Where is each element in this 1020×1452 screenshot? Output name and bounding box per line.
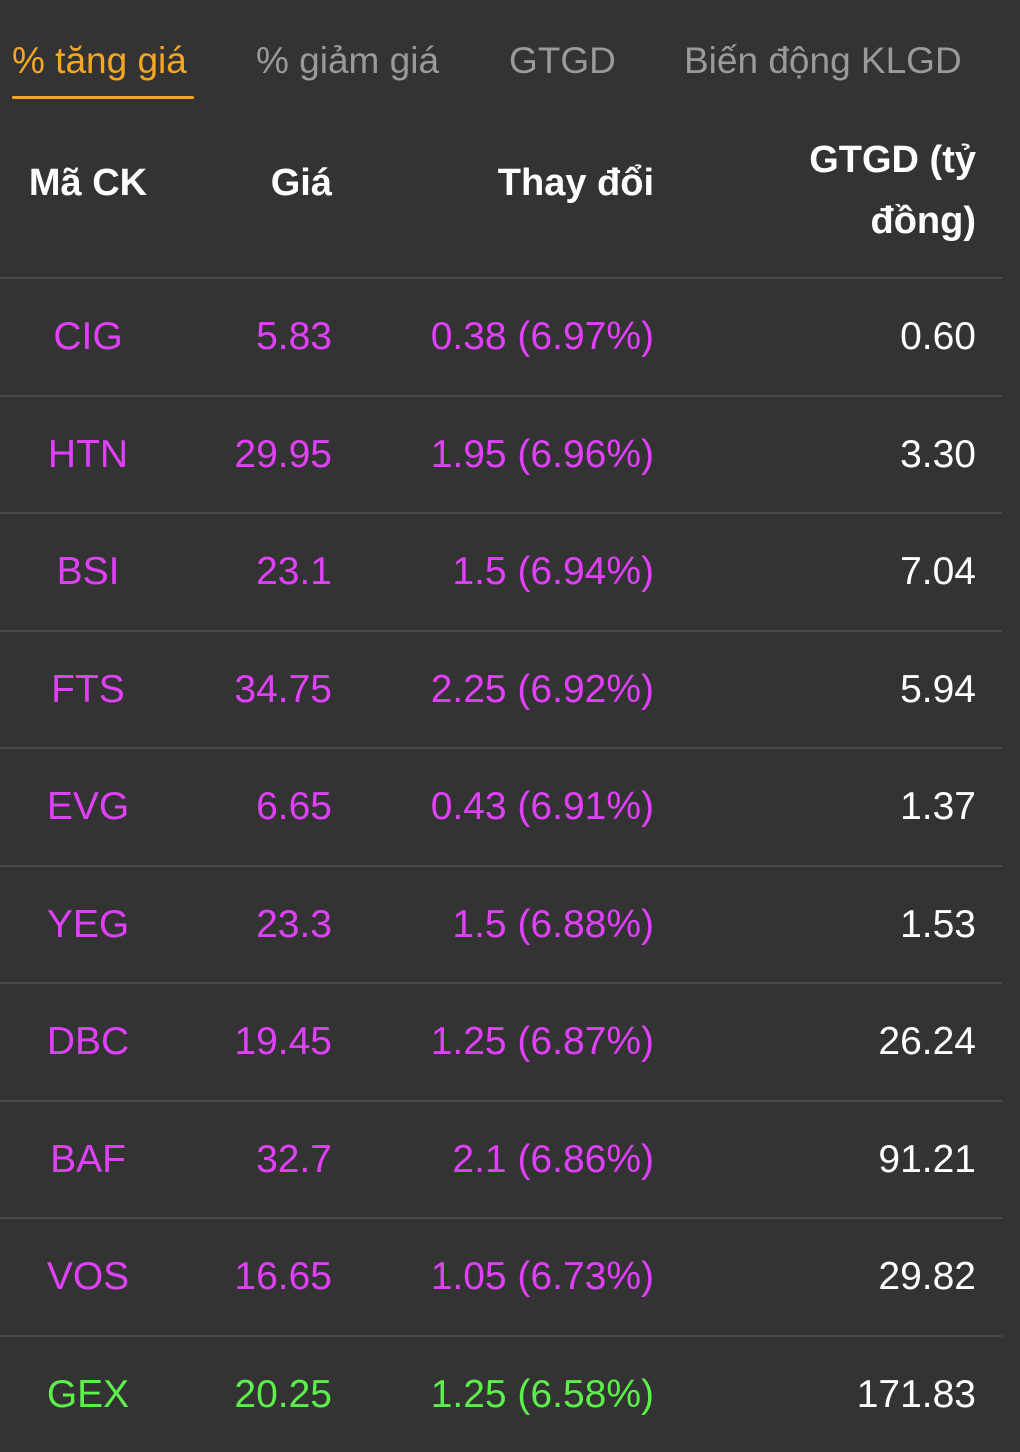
table-row[interactable]: BSI 23.1 1.5 (6.94%) 7.04 bbox=[0, 514, 1002, 632]
stock-table-body: CIG 5.83 0.38 (6.97%) 0.60 HTN 29.95 1.95 (6.9… bbox=[0, 279, 1002, 1452]
stock-code[interactable]: BSI bbox=[0, 514, 176, 630]
tab-volume-change[interactable]: Biến động KLGD bbox=[684, 40, 962, 82]
stock-change: 1.05 (6.73%) bbox=[431, 1219, 654, 1335]
stock-trading-value: 1.53 bbox=[900, 867, 976, 983]
stock-code[interactable]: DBC bbox=[0, 984, 176, 1100]
stock-price: 23.3 bbox=[256, 867, 332, 983]
stock-price: 34.75 bbox=[234, 632, 332, 748]
table-row[interactable]: YEG 23.3 1.5 (6.88%) 1.53 bbox=[0, 867, 1002, 985]
stock-trading-value: 26.24 bbox=[878, 984, 976, 1100]
stock-trading-value: 7.04 bbox=[900, 514, 976, 630]
stock-price: 16.65 bbox=[234, 1219, 332, 1335]
header-code[interactable]: Mã CK bbox=[0, 162, 176, 205]
tab-percent-decrease[interactable]: % giảm giá bbox=[256, 40, 439, 82]
stock-price: 5.83 bbox=[256, 279, 332, 395]
stock-price: 23.1 bbox=[256, 514, 332, 630]
stock-trading-value: 91.21 bbox=[878, 1102, 976, 1218]
stock-code[interactable]: FTS bbox=[0, 632, 176, 748]
stock-change: 1.5 (6.94%) bbox=[452, 514, 654, 630]
stock-code[interactable]: HTN bbox=[0, 397, 176, 513]
stock-code[interactable]: BAF bbox=[0, 1102, 176, 1218]
stock-code[interactable]: GEX bbox=[0, 1337, 176, 1452]
table-row[interactable]: HTN 29.95 1.95 (6.96%) 3.30 bbox=[0, 397, 1002, 515]
stock-trading-value: 1.37 bbox=[900, 749, 976, 865]
stock-trading-value: 171.83 bbox=[857, 1337, 976, 1452]
stock-trading-value: 3.30 bbox=[900, 397, 976, 513]
stock-change: 0.38 (6.97%) bbox=[431, 279, 654, 395]
stock-change: 2.25 (6.92%) bbox=[431, 632, 654, 748]
active-tab-indicator bbox=[12, 96, 194, 99]
stock-trading-value: 0.60 bbox=[900, 279, 976, 395]
header-trading-value[interactable]: GTGD (tỷ đồng) bbox=[716, 130, 976, 252]
stock-price: 19.45 bbox=[234, 984, 332, 1100]
stock-price: 20.25 bbox=[234, 1337, 332, 1452]
table-row[interactable]: EVG 6.65 0.43 (6.91%) 1.37 bbox=[0, 749, 1002, 867]
tab-bar: % tăng giá % giảm giá GTGD Biến động KLG… bbox=[0, 0, 1020, 110]
table-row[interactable]: GEX 20.25 1.25 (6.58%) 171.83 bbox=[0, 1337, 1002, 1452]
stock-price: 6.65 bbox=[256, 749, 332, 865]
stock-change: 1.5 (6.88%) bbox=[452, 867, 654, 983]
tab-trading-value[interactable]: GTGD bbox=[509, 40, 616, 82]
stock-change: 2.1 (6.86%) bbox=[452, 1102, 654, 1218]
stock-trading-value: 5.94 bbox=[900, 632, 976, 748]
table-row[interactable]: DBC 19.45 1.25 (6.87%) 26.24 bbox=[0, 984, 1002, 1102]
table-row[interactable]: BAF 32.7 2.1 (6.86%) 91.21 bbox=[0, 1102, 1002, 1220]
stock-price: 32.7 bbox=[256, 1102, 332, 1218]
header-price[interactable]: Giá bbox=[271, 162, 332, 205]
stock-trading-value: 29.82 bbox=[878, 1219, 976, 1335]
stock-change: 0.43 (6.91%) bbox=[431, 749, 654, 865]
table-row[interactable]: VOS 16.65 1.05 (6.73%) 29.82 bbox=[0, 1219, 1002, 1337]
header-change[interactable]: Thay đổi bbox=[498, 162, 654, 205]
tab-percent-increase[interactable]: % tăng giá bbox=[12, 40, 187, 82]
stock-price: 29.95 bbox=[234, 397, 332, 513]
stock-code[interactable]: EVG bbox=[0, 749, 176, 865]
stock-change: 1.25 (6.58%) bbox=[431, 1337, 654, 1452]
stock-code[interactable]: VOS bbox=[0, 1219, 176, 1335]
table-header: Mã CK Giá Thay đổi GTGD (tỷ đồng) bbox=[0, 112, 1002, 279]
stock-change: 1.25 (6.87%) bbox=[431, 984, 654, 1100]
stock-change: 1.95 (6.96%) bbox=[431, 397, 654, 513]
table-row[interactable]: CIG 5.83 0.38 (6.97%) 0.60 bbox=[0, 279, 1002, 397]
stock-code[interactable]: CIG bbox=[0, 279, 176, 395]
stock-code[interactable]: YEG bbox=[0, 867, 176, 983]
table-row[interactable]: FTS 34.75 2.25 (6.92%) 5.94 bbox=[0, 632, 1002, 750]
